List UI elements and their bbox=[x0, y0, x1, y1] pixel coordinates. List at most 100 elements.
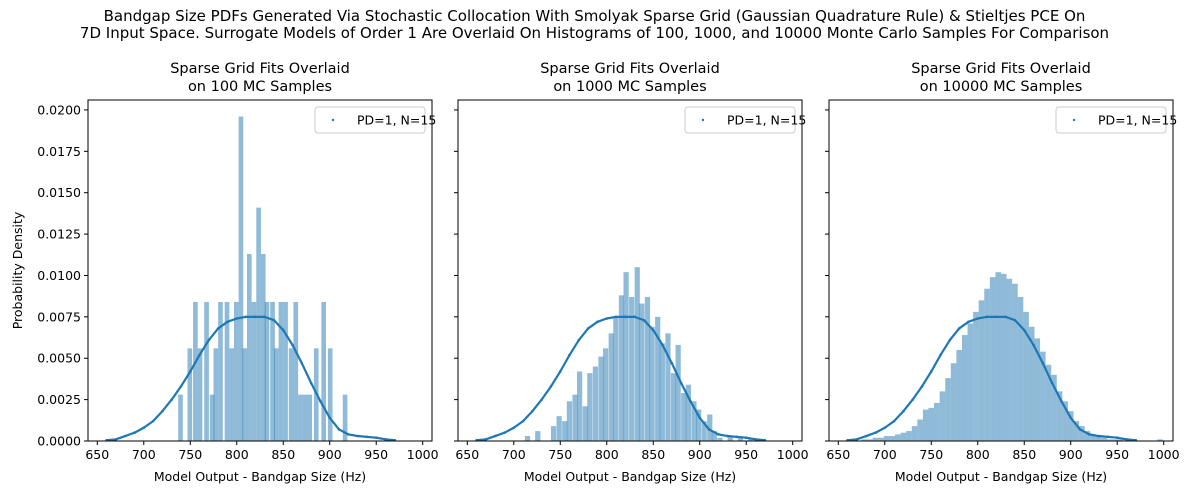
x-tick-label: 750 bbox=[178, 447, 202, 462]
histogram-bar bbox=[644, 296, 651, 441]
surrogate-point bbox=[1022, 328, 1026, 332]
histogram-bar bbox=[187, 348, 193, 441]
x-tick-label: 850 bbox=[641, 447, 665, 462]
histogram-bar bbox=[218, 301, 223, 441]
surrogate-point bbox=[920, 385, 924, 388]
histogram-bar bbox=[1017, 296, 1024, 441]
surrogate-point bbox=[512, 426, 516, 430]
histogram-bar bbox=[233, 301, 239, 441]
axes-frame bbox=[828, 99, 1174, 442]
histogram-bar bbox=[934, 402, 940, 441]
x-axis-label: Model Output - Bandgap Size (Hz) bbox=[154, 469, 366, 484]
histogram-bar bbox=[1056, 391, 1063, 441]
surrogate-point bbox=[735, 435, 739, 439]
chart-title-line2: on 1000 MC Samples bbox=[553, 79, 706, 95]
legend: PD=1, N=15 bbox=[1055, 106, 1177, 134]
x-tick-label: 1000 bbox=[1148, 447, 1180, 462]
surrogate-point bbox=[976, 317, 980, 320]
surrogate-curve bbox=[847, 315, 1136, 442]
histogram-bar bbox=[1101, 437, 1107, 441]
histogram-bar bbox=[967, 323, 974, 441]
histogram-bar bbox=[1112, 439, 1119, 441]
histogram-bar bbox=[696, 409, 702, 441]
surrogate-point bbox=[347, 433, 350, 436]
chart-title-line1: Sparse Grid Fits Overlaid bbox=[540, 61, 720, 77]
surrogate-point bbox=[874, 431, 877, 435]
histogram-bar bbox=[1067, 411, 1074, 441]
surrogate-point bbox=[670, 361, 674, 365]
surrogate-point bbox=[521, 419, 525, 423]
histogram-bar bbox=[562, 421, 568, 441]
surrogate-point bbox=[614, 315, 618, 319]
histogram-bar bbox=[209, 394, 215, 441]
x-tick-label: 900 bbox=[688, 447, 712, 462]
x-tick-label: 800 bbox=[225, 447, 249, 462]
histogram-bar bbox=[681, 393, 687, 441]
legend-marker bbox=[1072, 118, 1076, 122]
surrogate-point bbox=[1115, 436, 1119, 439]
chart-3: Sparse Grid Fits Overlaid on 10000 MC Sam… bbox=[825, 61, 1180, 484]
histogram-bar bbox=[1045, 364, 1052, 441]
x-tick-label: 1000 bbox=[407, 447, 439, 462]
x-axis-label: Model Output - Bandgap Size (Hz) bbox=[524, 469, 736, 484]
histogram-bar bbox=[1095, 436, 1102, 441]
chart-title-line2: on 10000 MC Samples bbox=[920, 79, 1083, 95]
chart-2: Sparse Grid Fits Overlaid on 1000 MC Samp… bbox=[454, 61, 809, 484]
histogram-bar bbox=[204, 301, 209, 441]
surrogate-point bbox=[226, 320, 229, 324]
chart-title-line2: on 100 MC Samples bbox=[188, 79, 332, 95]
x-tick-label: 700 bbox=[132, 447, 156, 462]
histogram-bar bbox=[1040, 351, 1046, 441]
histogram-bar bbox=[655, 316, 661, 441]
surrogate-point bbox=[281, 328, 285, 332]
histogram-bar bbox=[1084, 431, 1091, 441]
y-tick-label: 0.0175 bbox=[37, 144, 81, 159]
surrogate-point bbox=[1106, 435, 1110, 439]
histogram-bar bbox=[1090, 434, 1096, 441]
surrogate-point bbox=[957, 327, 961, 330]
histogram-bar bbox=[283, 301, 288, 441]
histogram-bar bbox=[711, 431, 718, 441]
histogram-bar bbox=[889, 436, 896, 441]
histogram-bar bbox=[917, 419, 923, 441]
histogram-bar bbox=[878, 437, 884, 441]
surrogate-point bbox=[707, 428, 711, 431]
y-axis-label: Probability Density bbox=[10, 211, 25, 329]
surrogate-point bbox=[179, 385, 183, 388]
y-tick-label: 0.0025 bbox=[37, 392, 81, 407]
histogram-bar bbox=[911, 426, 918, 441]
histogram-bar bbox=[608, 333, 614, 441]
histogram-bar bbox=[691, 401, 697, 441]
x-tick-label: 850 bbox=[271, 447, 295, 462]
y-tick-label: 0.0150 bbox=[37, 185, 81, 200]
histogram-bar bbox=[989, 277, 996, 441]
surrogate-point bbox=[558, 370, 562, 373]
histogram-bar bbox=[665, 333, 671, 441]
surrogate-point bbox=[1088, 433, 1091, 436]
surrogate-point bbox=[133, 431, 136, 435]
surrogate-point bbox=[1125, 438, 1128, 441]
surrogate-point bbox=[328, 416, 332, 420]
histogram-bar bbox=[598, 356, 604, 441]
histogram-bar bbox=[566, 401, 572, 441]
histogram-bar bbox=[307, 394, 313, 441]
x-axis-label: Model Output - Bandgap Size (Hz) bbox=[895, 469, 1107, 484]
histogram-bar bbox=[587, 373, 593, 441]
surrogate-point bbox=[531, 409, 534, 413]
histogram-bar bbox=[978, 300, 985, 441]
histogram-bar bbox=[1157, 439, 1163, 441]
histogram bbox=[178, 116, 348, 442]
surrogate-point bbox=[207, 338, 211, 342]
histogram-bar bbox=[535, 431, 541, 441]
surrogate-point bbox=[1013, 318, 1017, 322]
y-tick-label: 0.0100 bbox=[37, 268, 81, 283]
histogram-bar bbox=[1062, 401, 1068, 441]
histogram-bar bbox=[298, 394, 303, 441]
histogram bbox=[524, 267, 754, 441]
histogram-bar bbox=[242, 348, 247, 441]
surrogate-point bbox=[484, 438, 488, 441]
surrogate-point bbox=[995, 315, 998, 319]
surrogate-point bbox=[309, 381, 313, 385]
histogram-bar bbox=[906, 431, 912, 441]
surrogate-point bbox=[967, 320, 970, 324]
